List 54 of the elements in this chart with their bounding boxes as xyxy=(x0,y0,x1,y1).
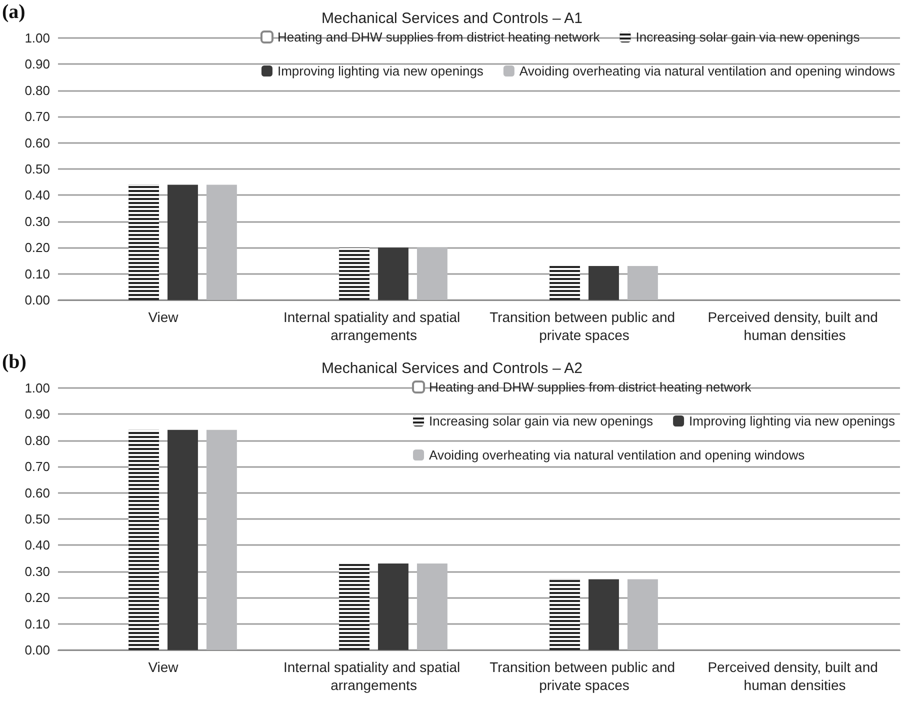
y-tick-label: 0.00 xyxy=(24,642,50,658)
legend-label: Avoiding overheating via natural ventilation and opening windows xyxy=(429,448,806,462)
y-tick-label: 0.40 xyxy=(24,538,50,553)
y-tick-label: 0.90 xyxy=(24,406,50,422)
y-tick-label: 0.70 xyxy=(24,109,50,124)
x-tick-label: View xyxy=(148,659,180,675)
chart-title: Mechanical Services and Controls – A2 xyxy=(322,360,582,377)
chart-title: Mechanical Services and Controls – A1 xyxy=(322,10,582,27)
y-tick-label: 0.40 xyxy=(24,188,50,203)
x-tick-label: Perceived density, built and human densities xyxy=(708,309,882,343)
y-tick-label: 0.90 xyxy=(24,56,50,72)
bar xyxy=(168,184,198,300)
bar xyxy=(588,266,619,300)
legend-label: Improving lighting via new openings xyxy=(689,414,896,428)
legend-label: Improving lighting via new openings xyxy=(277,64,484,78)
legend-label: Heating and DHW supplies from district heating network xyxy=(277,30,600,44)
x-tick-label: Internal spatiality and spatial arrangements xyxy=(283,659,464,693)
bar xyxy=(416,564,448,650)
text: (a) xyxy=(2,1,26,23)
y-tick-label: 0.20 xyxy=(24,590,50,606)
y-tick-label: 0.70 xyxy=(24,459,50,474)
y-tick-label: 0.80 xyxy=(24,432,50,448)
y-tick-label: 0.20 xyxy=(24,240,50,256)
y-tick-label: 0.10 xyxy=(24,266,50,282)
legend-label: Avoiding overheating via natural ventilation and opening windows xyxy=(519,64,896,78)
y-tick-label: 0.50 xyxy=(24,512,50,526)
y-tick-label: 0.60 xyxy=(24,135,50,150)
y-tick-label: 1.00 xyxy=(24,380,50,396)
legend-label: Heating and DHW supplies from district heating network xyxy=(429,380,752,394)
bar xyxy=(627,579,658,650)
y-tick-label: 0.60 xyxy=(24,485,50,500)
bar xyxy=(206,430,237,650)
bar xyxy=(378,248,408,300)
bar xyxy=(378,564,408,650)
text: (b) xyxy=(2,351,26,373)
y-tick-label: 0.80 xyxy=(24,82,50,98)
y-tick-label: 0.30 xyxy=(24,564,50,579)
x-tick-label: Transition between public and private spaces xyxy=(490,659,679,693)
bar xyxy=(416,248,448,300)
y-tick-label: 1.00 xyxy=(24,30,50,46)
bar xyxy=(168,430,198,650)
x-tick-label: Perceived density, built and human densities xyxy=(708,659,882,693)
y-tick-label: 0.00 xyxy=(24,292,50,308)
y-tick-label: 0.30 xyxy=(24,214,50,229)
bar xyxy=(206,184,237,300)
x-tick-label: Internal spatiality and spatial arrangements xyxy=(283,309,464,343)
y-tick-label: 0.10 xyxy=(24,616,50,632)
bar xyxy=(627,266,658,300)
x-tick-label: Transition between public and private spaces xyxy=(490,309,679,343)
bar xyxy=(588,579,619,650)
legend-label: Increasing solar gain via new openings xyxy=(636,30,860,44)
legend-label: Increasing solar gain via new openings xyxy=(429,414,654,428)
x-tick-label: View xyxy=(148,309,180,325)
y-tick-label: 0.50 xyxy=(24,162,50,176)
